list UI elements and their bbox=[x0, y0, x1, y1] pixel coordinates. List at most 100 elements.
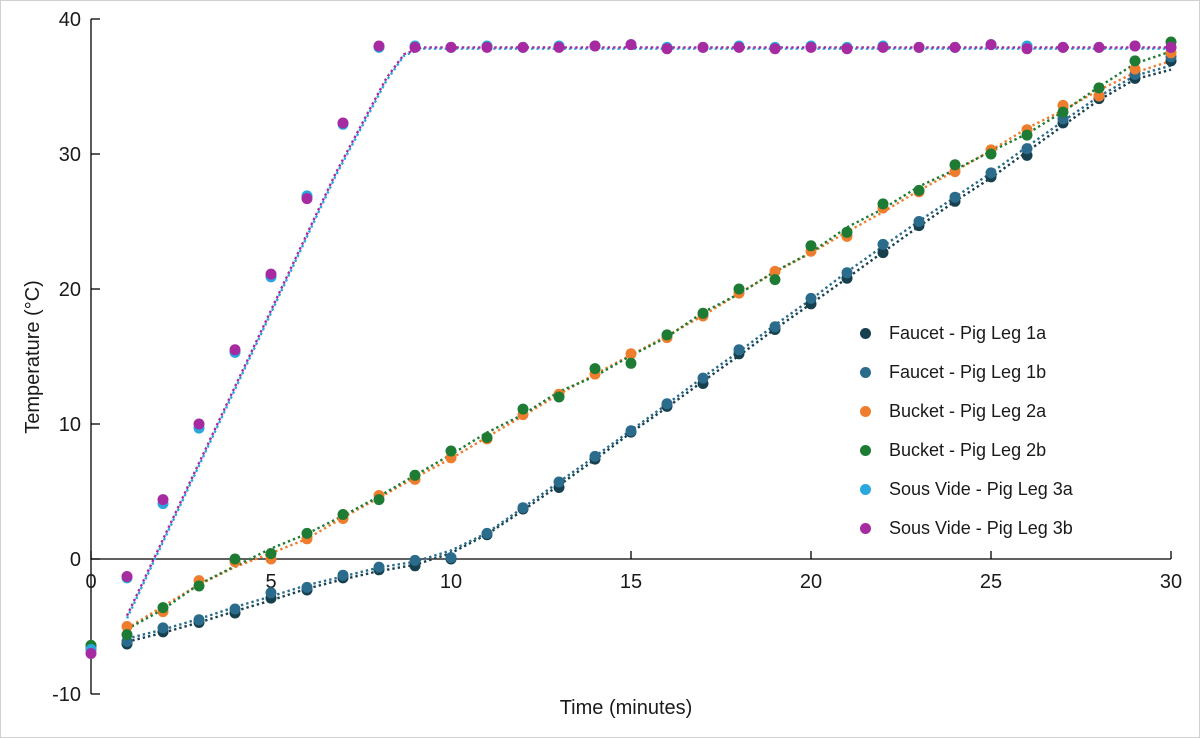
data-points bbox=[85, 36, 1177, 659]
data-point bbox=[697, 41, 709, 53]
legend-marker-icon bbox=[860, 523, 871, 534]
data-point bbox=[733, 41, 745, 53]
legend-item: Bucket - Pig Leg 2b bbox=[860, 431, 1073, 470]
data-point bbox=[985, 167, 997, 179]
data-point bbox=[913, 184, 925, 196]
y-tick-label: 30 bbox=[59, 144, 81, 166]
data-point bbox=[193, 580, 205, 592]
x-tick-label: 0 bbox=[85, 571, 96, 593]
data-point bbox=[769, 265, 781, 277]
data-point bbox=[445, 41, 457, 53]
legend: Faucet - Pig Leg 1a Faucet - Pig Leg 1b Bu… bbox=[860, 314, 1073, 548]
data-point bbox=[265, 548, 277, 560]
data-point bbox=[301, 581, 313, 593]
data-point bbox=[877, 247, 889, 259]
data-point bbox=[229, 553, 241, 565]
data-point bbox=[337, 509, 349, 520]
data-point bbox=[697, 307, 709, 319]
legend-label: Sous Vide - Pig Leg 3b bbox=[889, 518, 1073, 538]
data-point bbox=[877, 238, 889, 250]
legend-label: Faucet - Pig Leg 1b bbox=[889, 362, 1047, 382]
data-point bbox=[877, 41, 889, 53]
data-point bbox=[733, 344, 745, 356]
axes: -10 0 10 20 30 40 0 5 10 15 20 25 30 bbox=[52, 9, 1182, 706]
data-point bbox=[1021, 129, 1033, 141]
legend-marker-icon bbox=[860, 406, 871, 417]
data-point bbox=[553, 391, 565, 403]
data-point bbox=[1057, 106, 1069, 118]
y-tick-label: 20 bbox=[59, 279, 81, 301]
trend-line bbox=[126, 50, 1172, 631]
data-point bbox=[229, 603, 241, 615]
legend-label: Bucket - Pig Leg 2b bbox=[889, 440, 1047, 460]
legend-marker-icon bbox=[860, 445, 871, 456]
data-point bbox=[589, 40, 601, 52]
legend-label: Bucket - Pig Leg 2a bbox=[889, 401, 1047, 421]
x-tick-label: 10 bbox=[440, 571, 462, 593]
y-tick-label: 0 bbox=[70, 549, 81, 571]
data-point bbox=[373, 494, 385, 506]
data-point bbox=[193, 418, 205, 430]
data-point bbox=[373, 40, 385, 52]
x-tick-label: 20 bbox=[800, 571, 822, 593]
data-point bbox=[1021, 43, 1033, 55]
y-tick-label: 40 bbox=[59, 9, 81, 31]
data-point bbox=[949, 191, 961, 203]
data-point bbox=[985, 39, 997, 51]
y-axis-title: Temperature (°C) bbox=[22, 280, 44, 434]
y-tick-label: 10 bbox=[59, 414, 81, 436]
data-point bbox=[265, 587, 277, 599]
data-point bbox=[265, 268, 277, 280]
data-point bbox=[517, 502, 529, 514]
legend-marker-icon bbox=[860, 484, 871, 495]
legend-item: Sous Vide - Pig Leg 3b bbox=[860, 509, 1073, 548]
data-point bbox=[337, 569, 349, 581]
data-point bbox=[409, 469, 421, 481]
data-point bbox=[85, 648, 97, 659]
data-point bbox=[841, 267, 853, 279]
trend-lines bbox=[125, 46, 1172, 643]
data-point bbox=[481, 527, 493, 539]
data-point bbox=[589, 450, 601, 462]
data-point bbox=[1093, 90, 1105, 102]
data-point bbox=[157, 622, 169, 634]
data-point bbox=[193, 614, 205, 626]
data-point bbox=[337, 117, 349, 129]
data-point bbox=[481, 432, 493, 443]
data-point bbox=[553, 476, 565, 488]
x-tick-label: 30 bbox=[1160, 571, 1182, 593]
data-point bbox=[769, 43, 781, 55]
data-point bbox=[1057, 41, 1069, 53]
data-point bbox=[913, 216, 925, 227]
data-point bbox=[121, 629, 133, 641]
data-point bbox=[1021, 143, 1033, 155]
legend-marker-icon bbox=[860, 328, 871, 339]
data-point bbox=[949, 41, 961, 53]
data-point bbox=[877, 198, 889, 210]
data-point bbox=[697, 372, 709, 384]
data-point bbox=[949, 159, 961, 171]
data-point bbox=[625, 39, 637, 51]
data-point bbox=[1129, 63, 1141, 75]
data-point bbox=[409, 41, 421, 53]
x-tick-label: 5 bbox=[265, 571, 276, 593]
data-point bbox=[625, 425, 637, 437]
data-point bbox=[661, 43, 673, 55]
data-point bbox=[1129, 40, 1141, 52]
legend-label: Faucet - Pig Leg 1a bbox=[889, 323, 1047, 343]
data-point bbox=[517, 41, 529, 53]
legend-item: Faucet - Pig Leg 1b bbox=[860, 353, 1073, 392]
data-point bbox=[373, 561, 385, 573]
data-point bbox=[229, 344, 241, 356]
data-point bbox=[157, 494, 169, 506]
legend-label: Sous Vide - Pig Leg 3a bbox=[889, 479, 1073, 499]
data-point bbox=[409, 554, 421, 566]
data-point bbox=[1165, 41, 1177, 53]
data-point bbox=[769, 321, 781, 333]
data-point bbox=[553, 41, 565, 53]
data-point bbox=[481, 41, 493, 53]
data-point bbox=[769, 274, 781, 286]
x-tick-label: 15 bbox=[620, 571, 642, 593]
data-point bbox=[913, 41, 925, 53]
